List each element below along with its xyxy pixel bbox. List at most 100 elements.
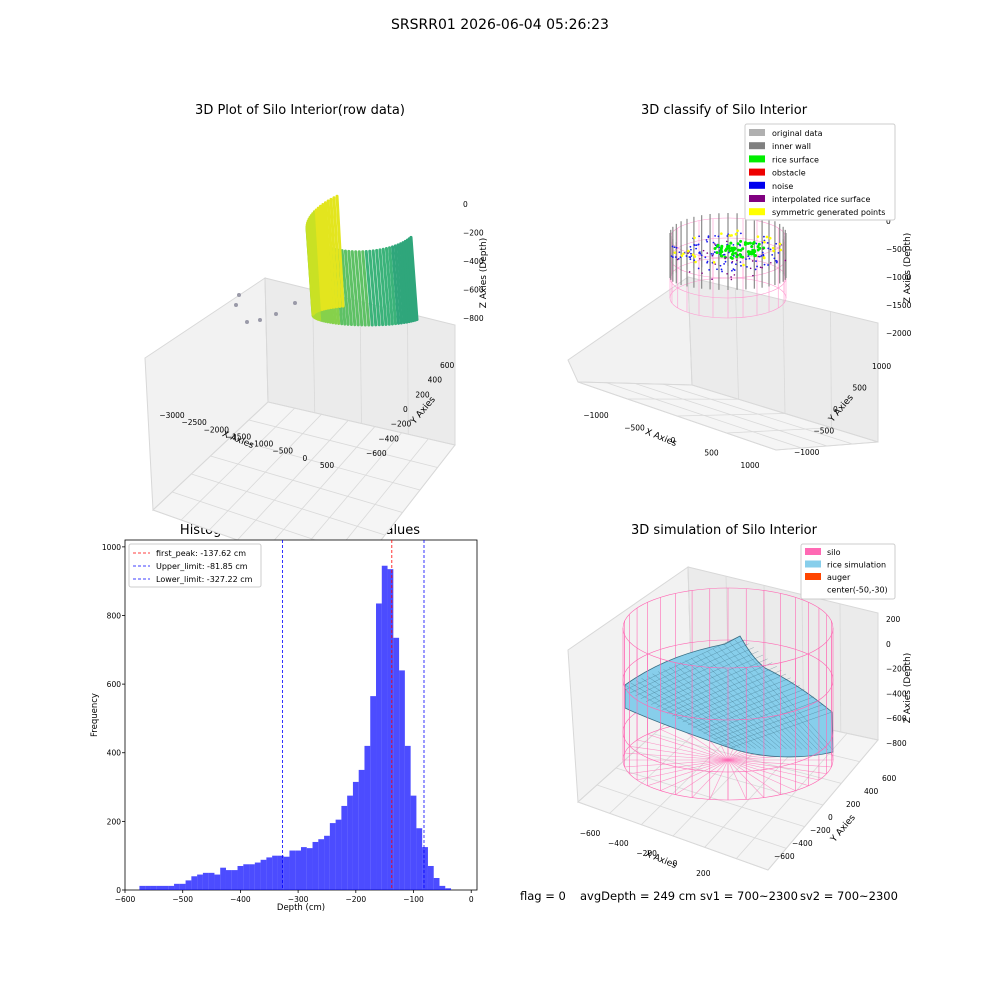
point-column bbox=[378, 248, 388, 326]
rice-surface-point bbox=[727, 244, 731, 248]
grid-line bbox=[577, 381, 777, 451]
rice-surface-point bbox=[727, 246, 731, 250]
simulation-plot-title: 3D simulation of Silo Interior bbox=[631, 523, 817, 538]
interpolated-point bbox=[714, 263, 717, 265]
noise-point bbox=[732, 243, 735, 246]
histogram-bar bbox=[381, 565, 388, 890]
classify-z-ticks: 0 −500 −1000 −1500 −2000 bbox=[886, 217, 912, 338]
x-tick-label: −600 bbox=[115, 895, 136, 904]
noise-point bbox=[689, 245, 692, 248]
mesh-line bbox=[708, 696, 814, 737]
z-tick-label: −500 bbox=[886, 245, 907, 254]
classify-x-label: X Axies bbox=[643, 427, 678, 449]
legend-swatch bbox=[749, 155, 765, 163]
noise-point bbox=[678, 251, 681, 254]
symmetric-point bbox=[768, 236, 772, 240]
x-tick-label: −500 bbox=[172, 895, 193, 904]
symmetric-point bbox=[693, 236, 696, 240]
mesh-line bbox=[682, 677, 791, 723]
classify-legend: original data inner wall rice surface obsta… bbox=[744, 123, 896, 221]
rice-surface-point bbox=[733, 247, 737, 251]
grid-line bbox=[577, 801, 769, 871]
classify-point-cloud bbox=[669, 213, 787, 290]
point-column bbox=[361, 250, 371, 327]
histogram-bar bbox=[341, 805, 348, 890]
point-column bbox=[316, 206, 326, 311]
mesh-line bbox=[674, 664, 777, 750]
grid-line bbox=[735, 288, 739, 400]
y-tick-label: −400 bbox=[792, 839, 813, 848]
noise-point bbox=[746, 265, 748, 268]
mesh-line bbox=[635, 680, 741, 749]
z-tick-label: −2000 bbox=[886, 329, 912, 338]
histogram-bar bbox=[139, 885, 146, 890]
noise-point bbox=[773, 257, 776, 260]
histogram-bar bbox=[427, 865, 434, 890]
interpolated-point bbox=[731, 260, 734, 263]
noise-point bbox=[693, 243, 696, 246]
point-column bbox=[371, 249, 381, 327]
noise-point bbox=[758, 255, 761, 258]
noise-point bbox=[712, 241, 715, 244]
noise-point bbox=[707, 235, 710, 238]
histogram-bar bbox=[174, 883, 180, 890]
raw-z-ticks: 0 −200 −400 −600 −800 bbox=[463, 200, 484, 323]
noise-point bbox=[761, 241, 764, 244]
status-avg-depth: avgDepth = 249 cm bbox=[580, 889, 697, 903]
interpolated-point bbox=[706, 252, 709, 254]
grid-line bbox=[687, 276, 693, 386]
rice-surface-point bbox=[743, 241, 747, 245]
rice-surface-point bbox=[748, 241, 752, 245]
classify-3d-plot: −1000 −500 0 500 1000 −1000 −500 0 500 1000 0 −50… bbox=[567, 123, 913, 470]
interpolated-point bbox=[676, 258, 679, 261]
noise-point bbox=[766, 241, 769, 244]
noise-point bbox=[677, 257, 680, 260]
y-tick-label: 200 bbox=[107, 817, 122, 826]
noise-point bbox=[717, 235, 720, 238]
point-column bbox=[393, 244, 403, 325]
mesh-line bbox=[714, 700, 819, 740]
z-tick-label: −200 bbox=[886, 665, 907, 674]
histogram-bar bbox=[283, 856, 290, 890]
histogram-bar bbox=[445, 888, 452, 890]
legend-label: inner wall bbox=[772, 142, 811, 151]
symmetric-point bbox=[736, 229, 739, 233]
interpolated-point bbox=[736, 254, 739, 256]
point-column bbox=[335, 194, 345, 308]
histogram-bar bbox=[197, 874, 203, 890]
legend-label: interpolated rice surface bbox=[772, 195, 870, 204]
mesh-line bbox=[729, 711, 833, 749]
rice-surface-point bbox=[715, 244, 719, 248]
point-column bbox=[388, 246, 398, 326]
silo-floor-spoke bbox=[637, 739, 729, 761]
histogram-bar bbox=[416, 828, 423, 890]
silo-floor-spoke bbox=[727, 759, 809, 786]
status-sv2: sv2 = 700~2300 bbox=[800, 889, 898, 903]
point-column bbox=[368, 249, 378, 327]
point-column bbox=[407, 237, 417, 322]
classify-grid bbox=[577, 276, 879, 451]
legend-label: original data bbox=[772, 129, 823, 138]
point-column bbox=[403, 239, 413, 323]
interpolated-point bbox=[711, 278, 713, 281]
raw-x-ticks: −3000−2500−2000−1500−1000−500 0 500 bbox=[159, 411, 334, 470]
symmetric-point bbox=[680, 254, 684, 257]
simulation-x-label: X Axies bbox=[643, 849, 678, 871]
x-tick-label: 0 bbox=[673, 859, 678, 868]
point-column bbox=[409, 235, 419, 322]
silo-floor-spoke bbox=[647, 734, 729, 761]
x-tick-label: 0 bbox=[302, 454, 307, 463]
raw-z-label: Z Axies (Depth) bbox=[479, 238, 489, 309]
mesh-line bbox=[652, 673, 756, 749]
mesh-line bbox=[685, 660, 787, 750]
mesh-line bbox=[656, 658, 768, 708]
raw-y-ticks: −600 −400 −200 0 200 400 600 bbox=[366, 361, 455, 458]
silo-floor-spoke bbox=[727, 759, 827, 774]
legend-label: rice surface bbox=[772, 155, 819, 164]
histogram-bar bbox=[352, 781, 359, 890]
histogram-bar bbox=[433, 877, 440, 890]
rice-surface-point bbox=[729, 241, 733, 245]
grid-line bbox=[210, 455, 403, 513]
